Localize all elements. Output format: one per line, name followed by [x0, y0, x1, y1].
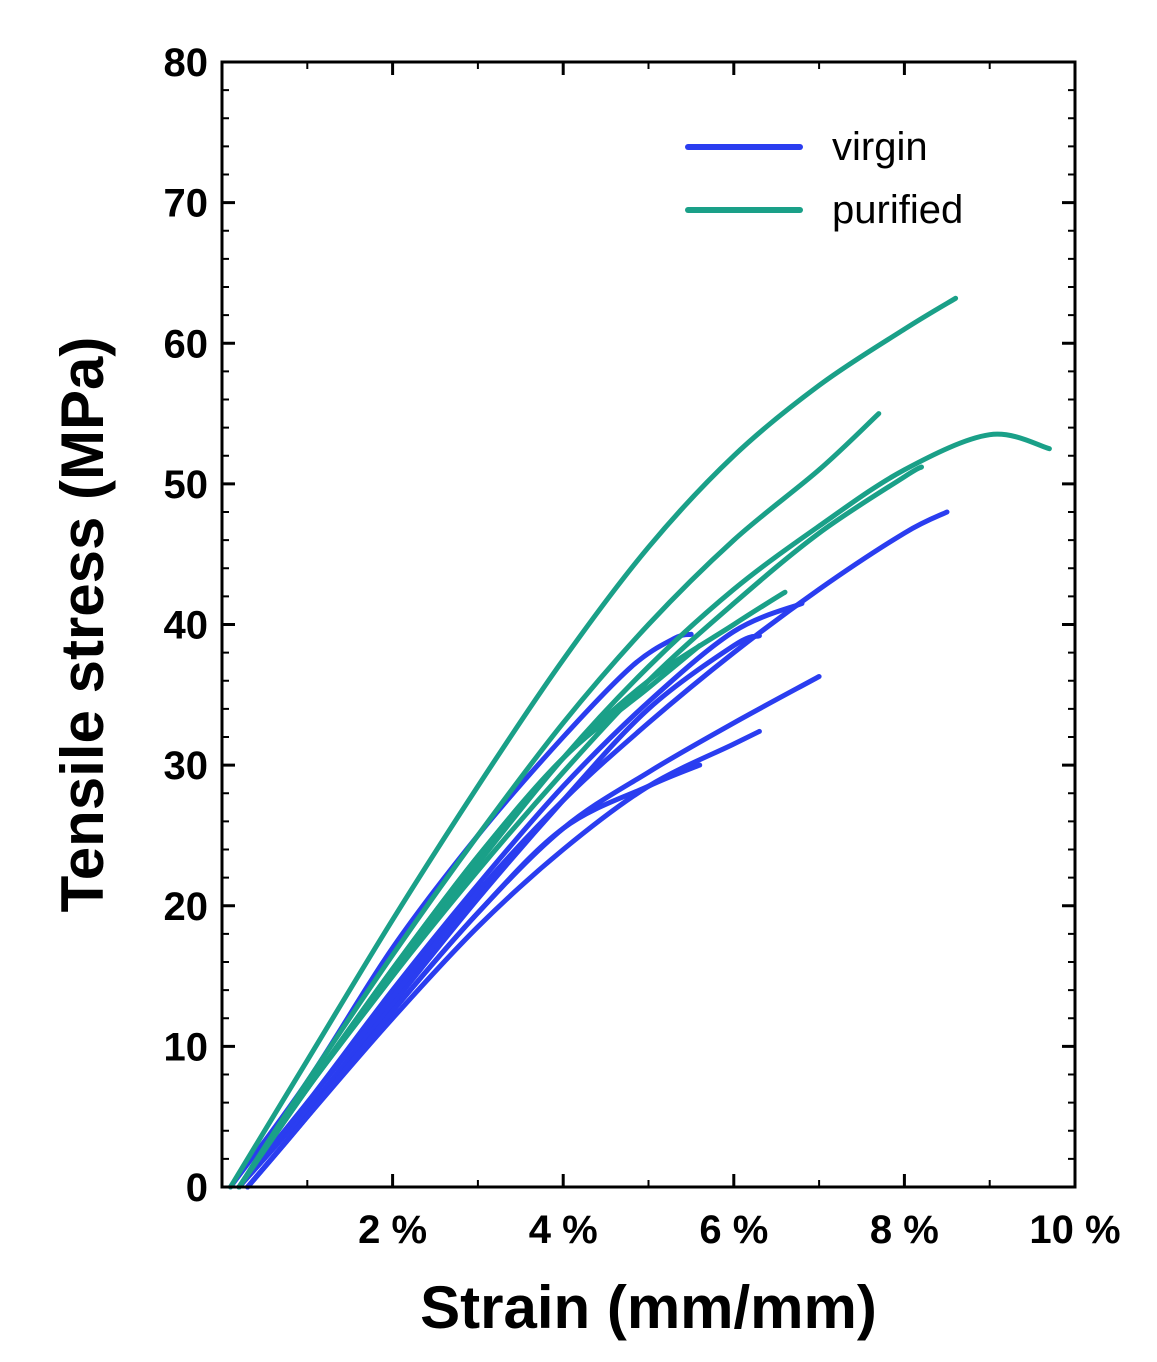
y-axis-title: Tensile stress (MPa) [49, 337, 116, 913]
x-axis-title: Strain (mm/mm) [420, 1274, 877, 1341]
y-tick-label: 80 [164, 41, 209, 85]
y-tick-label: 0 [186, 1166, 208, 1210]
x-tick-label: 4 % [529, 1208, 598, 1252]
series-line-purified-9 [236, 411, 882, 1190]
series-layer [228, 295, 1052, 1190]
series-line-purified-13 [236, 643, 703, 1190]
y-tick-label: 20 [164, 885, 209, 929]
y-tick-label: 30 [164, 744, 209, 788]
series-line-purified-10 [236, 431, 1052, 1190]
legend-label-virgin: virgin [832, 125, 928, 169]
y-tick-label: 10 [164, 1025, 209, 1069]
x-tick-label: 8 % [870, 1208, 939, 1252]
series-line-virgin-3 [236, 633, 762, 1190]
legend-label-purified: purified [832, 188, 963, 232]
x-tick-label: 2 % [358, 1208, 427, 1252]
axes-layer: 0 10 20 30 40 50 60 70 80 2 % 4 % 6 % 8 % 10 % Strain … [49, 41, 1121, 1341]
y-tick-label: 40 [164, 604, 209, 648]
x-tick-label: 6 % [699, 1208, 768, 1252]
series-line-purified-8 [228, 295, 959, 1190]
series-line-virgin-7 [236, 509, 950, 1190]
y-tick-label: 70 [164, 182, 209, 226]
series-line-virgin-6 [245, 674, 822, 1190]
y-tick-label: 50 [164, 463, 209, 507]
legend: virgin purified [685, 125, 963, 232]
y-tick-label: 60 [164, 322, 209, 366]
series-line-virgin-4 [245, 762, 703, 1190]
x-tick-label: 10 % [1029, 1208, 1120, 1252]
